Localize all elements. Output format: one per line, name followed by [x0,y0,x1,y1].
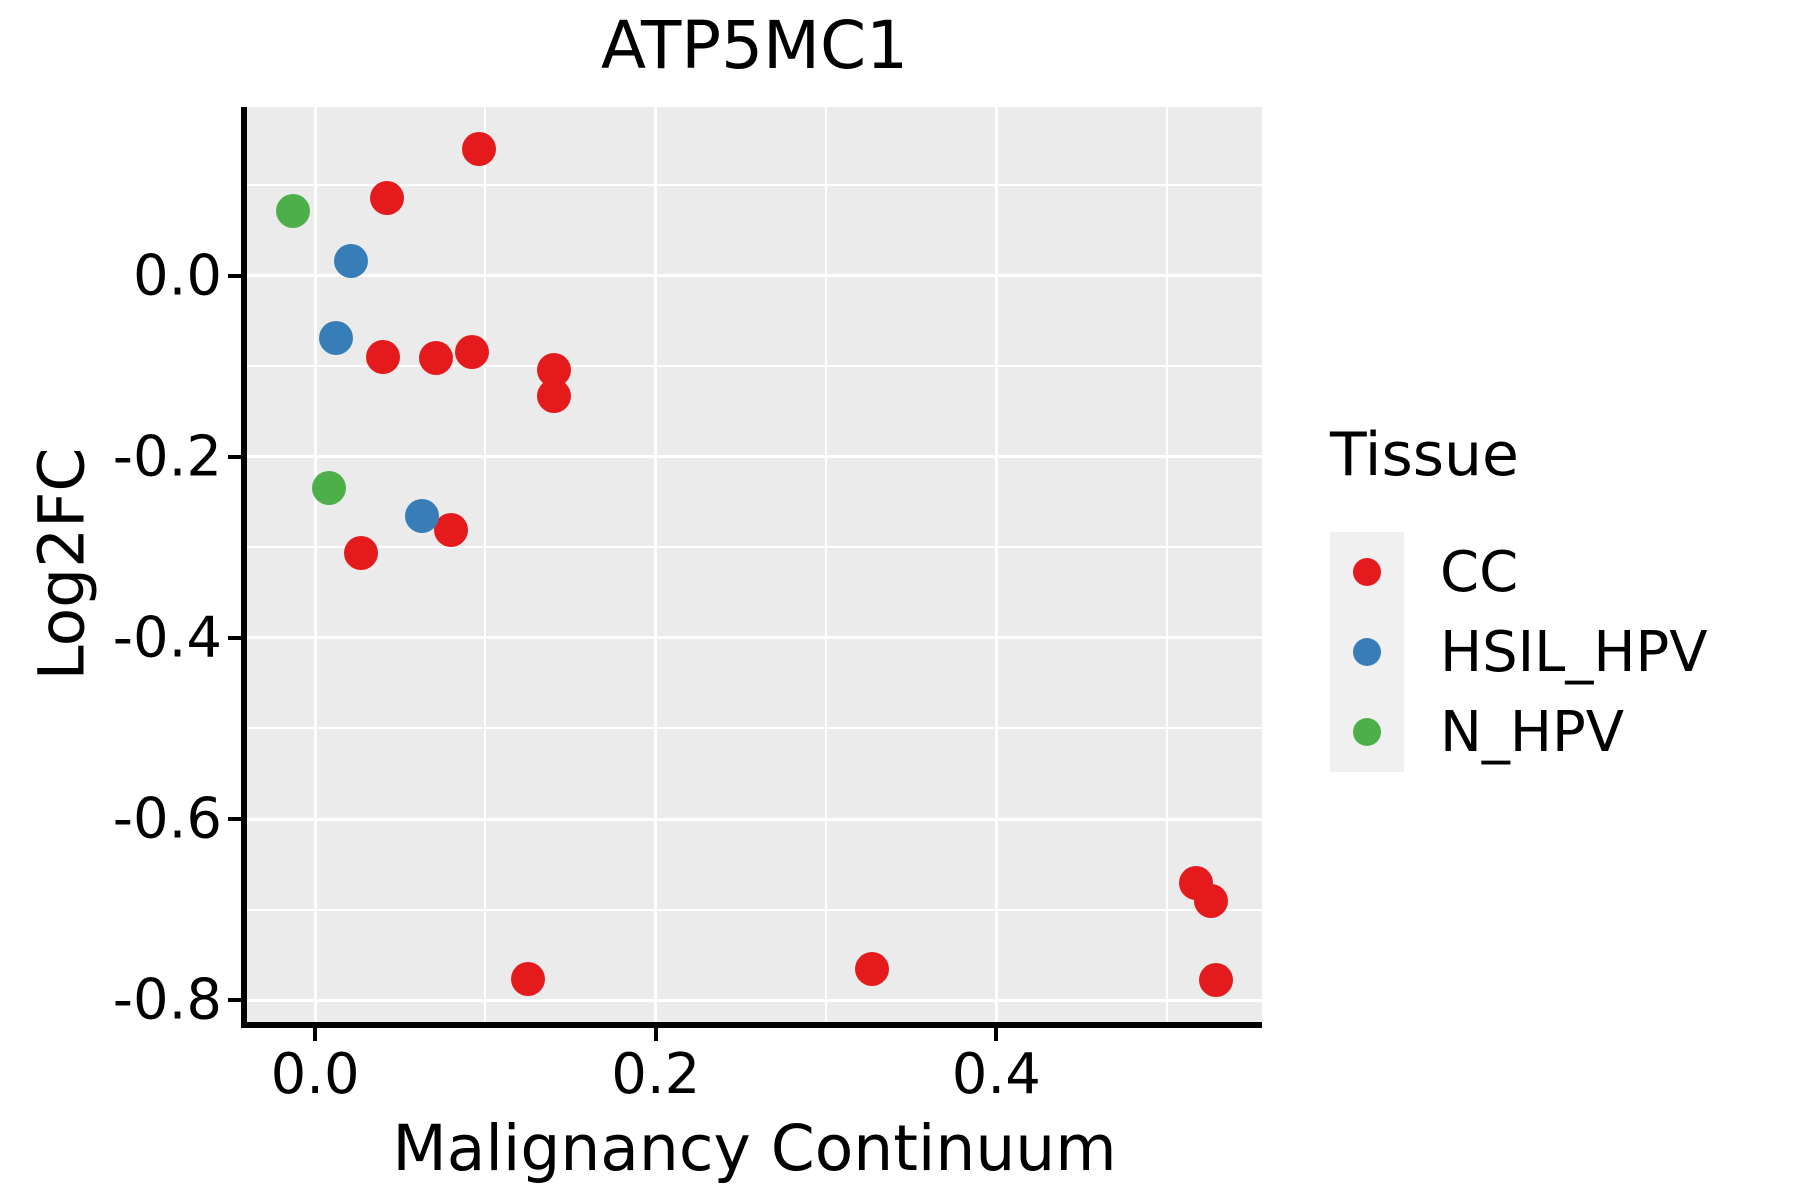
legend-label: N_HPV [1440,699,1625,765]
x-axis-title: Malignancy Continuum [392,1112,1117,1185]
y-tick-label: -0.6 [112,786,222,852]
legend-title: Tissue [1330,420,1519,490]
data-point-cc [536,378,571,413]
y-major-gridline [247,636,1262,640]
y-minor-gridline [247,908,1262,911]
legend-item-hsil_hpv: HSIL_HPV [1330,612,1708,692]
legend-item-n_hpv: N_HPV [1330,692,1708,772]
legend-label: HSIL_HPV [1440,619,1708,685]
data-point-cc [419,340,454,375]
data-point-hsil_hpv [405,499,440,534]
x-minor-gridline [1165,107,1168,1022]
x-tick-label: 0.2 [611,1042,701,1107]
y-tick-mark [228,454,241,459]
data-point-cc [434,513,469,548]
legend: Tissue CC HSIL_HPV N_HPV [1330,420,1708,772]
x-minor-gridline [825,107,828,1022]
legend-item-cc: CC [1330,532,1708,612]
data-point-cc [1199,963,1234,998]
y-tick-mark [228,817,241,822]
data-point-cc [366,340,401,375]
y-tick-label: -0.8 [112,967,222,1033]
x-tick-mark [994,1028,999,1041]
y-tick-mark [228,998,241,1003]
panel-background [247,107,1262,1022]
data-point-hsil_hpv [333,244,368,278]
legend-dot-icon [1353,558,1381,586]
data-point-cc [461,131,496,166]
legend-label: CC [1440,539,1519,605]
y-tick-label: 0.0 [132,243,222,308]
y-tick-mark [228,635,241,640]
x-tick-mark [653,1028,658,1041]
data-point-cc [1193,883,1228,918]
x-minor-gridline [484,107,487,1022]
data-point-hsil_hpv [318,321,353,355]
x-tick-mark [313,1028,318,1041]
legend-key [1330,532,1404,612]
data-point-cc [855,951,889,986]
y-minor-gridline [247,183,1262,186]
legend-rows: CC HSIL_HPV N_HPV [1330,532,1708,772]
y-axis-line [241,107,247,1028]
legend-dot-icon [1353,638,1381,666]
x-tick-label: 0.0 [270,1042,360,1107]
y-tick-label: -0.2 [112,424,222,490]
y-axis-title: Log2FC [25,447,99,681]
x-major-gridline [994,107,998,1022]
data-point-cc [369,180,404,215]
y-major-gridline [247,817,1262,821]
plot-panel [247,107,1262,1022]
data-point-n_hpv [275,194,310,229]
y-minor-gridline [247,727,1262,730]
x-tick-label: 0.4 [951,1042,1041,1107]
y-minor-gridline [247,365,1262,368]
y-major-gridline [247,274,1262,277]
data-point-n_hpv [311,471,346,506]
plot-title: ATP5MC1 [600,7,909,84]
data-point-cc [454,334,489,369]
x-axis-line [241,1022,1262,1028]
legend-dot-icon [1353,718,1381,746]
y-minor-gridline [247,546,1262,549]
legend-key [1330,612,1404,692]
y-tick-label: -0.4 [112,605,222,671]
x-major-gridline [654,107,658,1022]
legend-key [1330,692,1404,772]
y-major-gridline [247,455,1262,459]
y-tick-mark [228,273,241,278]
data-point-cc [344,535,379,570]
data-point-cc [510,962,545,997]
y-major-gridline [247,998,1262,1002]
x-major-gridline [313,107,317,1022]
